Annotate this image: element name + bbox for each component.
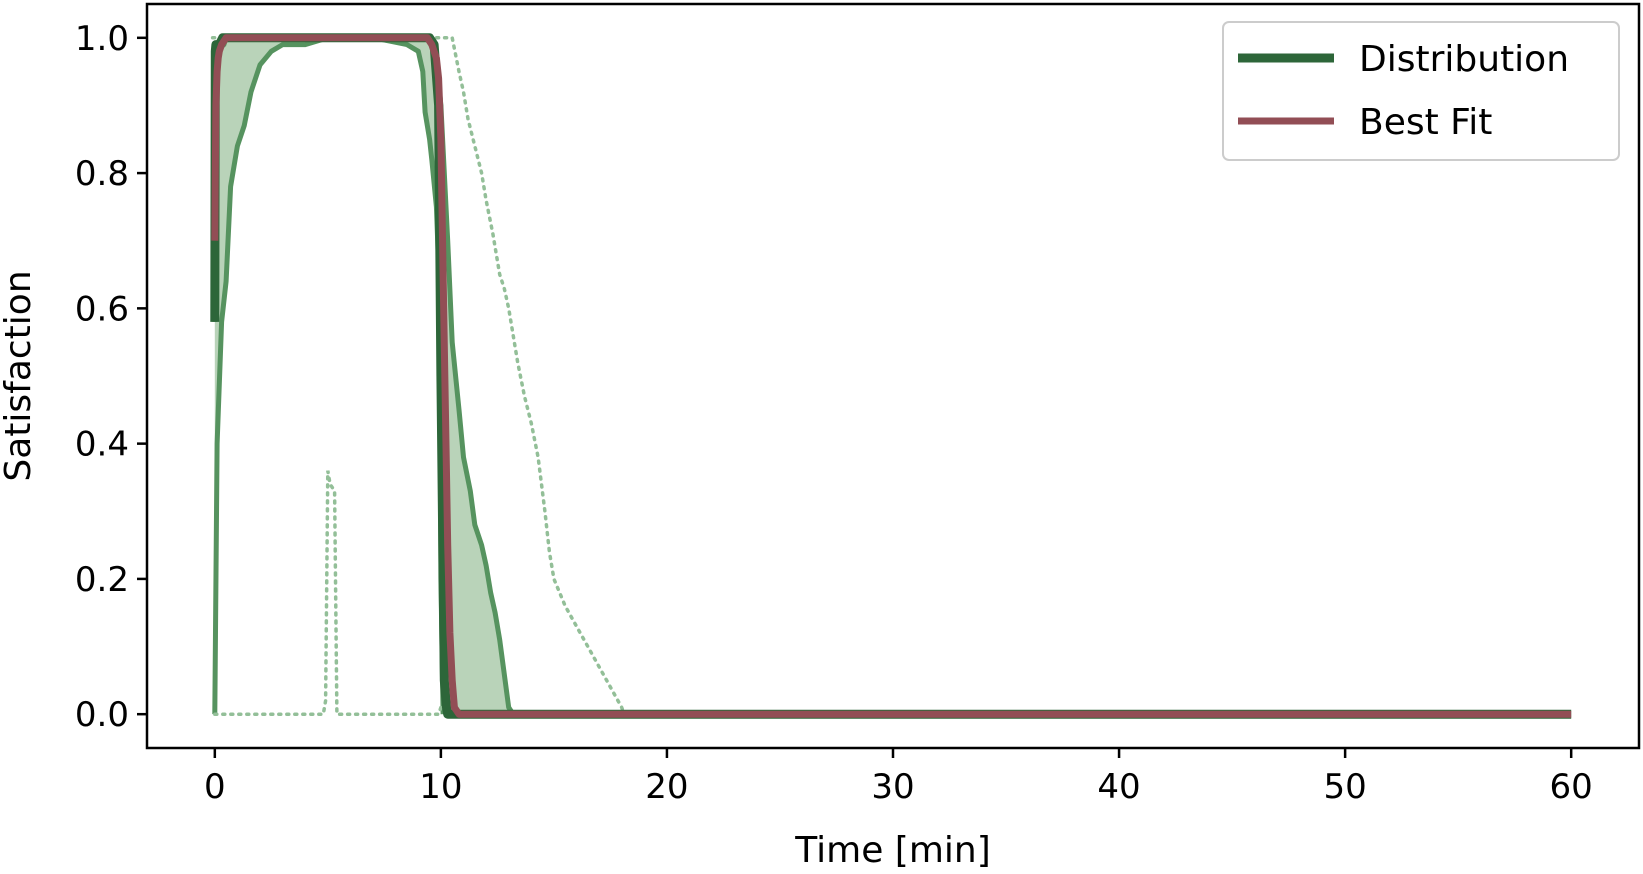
x-tick-label: 60 bbox=[1550, 767, 1593, 807]
y-tick-label: 0.6 bbox=[75, 289, 129, 329]
x-tick-label: 50 bbox=[1323, 767, 1366, 807]
x-tick-label: 10 bbox=[419, 767, 462, 807]
plot-area bbox=[210, 33, 1572, 719]
y-axis-label: Satisfaction bbox=[0, 270, 39, 481]
series-line-best-fit bbox=[211, 34, 1572, 718]
legend-label-distribution: Distribution bbox=[1359, 39, 1569, 80]
y-axis: 0.0 0.2 0.4 0.6 0.8 1.0 bbox=[75, 19, 147, 735]
x-tick-label: 0 bbox=[204, 767, 226, 807]
dotted-min-line bbox=[213, 470, 454, 716]
legend-label-best-fit: Best Fit bbox=[1359, 102, 1492, 143]
x-tick-label: 20 bbox=[645, 767, 688, 807]
x-tick-label: 30 bbox=[871, 767, 914, 807]
y-tick-label: 0.2 bbox=[75, 560, 129, 600]
dotted-max-line bbox=[210, 36, 626, 716]
y-tick-label: 0.8 bbox=[75, 154, 129, 194]
y-tick-label: 1.0 bbox=[75, 19, 129, 59]
y-tick-label: 0.4 bbox=[75, 425, 129, 465]
distribution-band bbox=[214, 37, 514, 715]
legend: Distribution Best Fit bbox=[1222, 21, 1620, 161]
band-lower-edge bbox=[212, 35, 446, 715]
x-tick-label: 40 bbox=[1097, 767, 1140, 807]
x-axis: 0 10 20 30 40 50 60 bbox=[204, 748, 1593, 807]
x-axis-label: Time [min] bbox=[794, 830, 991, 871]
y-tick-label: 0.0 bbox=[75, 695, 129, 735]
